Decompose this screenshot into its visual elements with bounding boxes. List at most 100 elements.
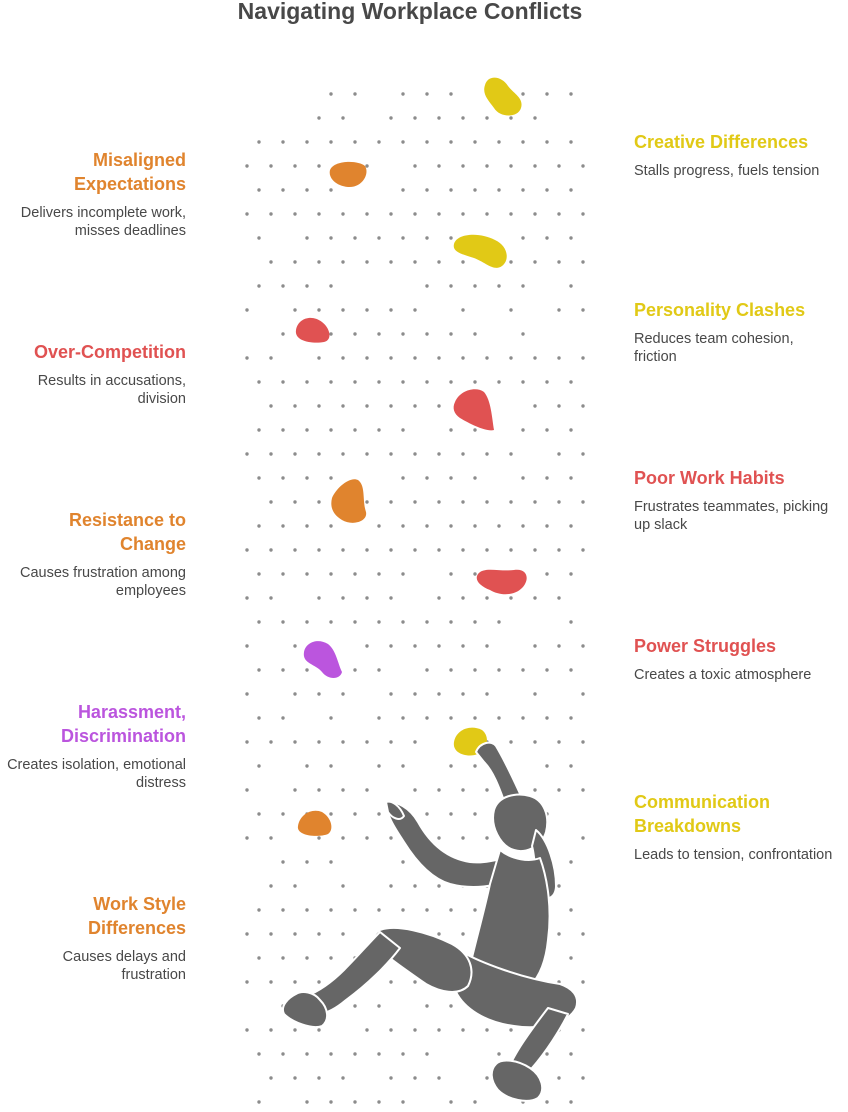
peg-dot [341, 548, 345, 552]
peg-dot [533, 116, 537, 120]
peg-dot [269, 164, 273, 168]
peg-dot [449, 1004, 453, 1008]
peg-dot [545, 524, 549, 528]
peg-dot [461, 164, 465, 168]
peg-dot [257, 428, 261, 432]
peg-dot [509, 548, 513, 552]
peg-dot [269, 452, 273, 456]
peg-dot [401, 572, 405, 576]
conflict-personality-clashes: Personality Clashes Reduces team cohesio… [634, 298, 834, 366]
peg-dot [581, 212, 585, 216]
item-description: Creates a toxic atmosphere [634, 667, 812, 683]
item-description: Leads to tension, confrontation [634, 847, 833, 863]
peg-dot [425, 380, 429, 384]
peg-dot [293, 500, 297, 504]
peg-dot [401, 716, 405, 720]
peg-dot [365, 1028, 369, 1032]
peg-dot [413, 740, 417, 744]
conflict-work-style-differences: Work Style Differences Causes delays and… [0, 892, 186, 984]
peg-dot [485, 548, 489, 552]
peg-dot [341, 596, 345, 600]
peg-dot [581, 548, 585, 552]
peg-dot [245, 692, 249, 696]
peg-dot [485, 116, 489, 120]
peg-dot [389, 500, 393, 504]
peg-dot [389, 836, 393, 840]
peg-dot [497, 188, 501, 192]
peg-dot [377, 332, 381, 336]
peg-dot [245, 308, 249, 312]
peg-dot [305, 428, 309, 432]
peg-dot [521, 92, 525, 96]
peg-dot [329, 380, 333, 384]
peg-dot [581, 932, 585, 936]
peg-dot [425, 92, 429, 96]
peg-dot [293, 644, 297, 648]
peg-dot [269, 548, 273, 552]
peg-dot [353, 140, 357, 144]
peg-dot [557, 404, 561, 408]
peg-dot [437, 500, 441, 504]
peg-dot [485, 596, 489, 600]
peg-dot [269, 1076, 273, 1080]
peg-dot [413, 164, 417, 168]
peg-dot [281, 812, 285, 816]
peg-dot [437, 404, 441, 408]
peg-dot [449, 140, 453, 144]
peg-dot [329, 524, 333, 528]
peg-dot [401, 620, 405, 624]
peg-dot [245, 644, 249, 648]
conflict-misaligned-expectations: Misaligned Expectations Delivers incompl… [0, 148, 186, 240]
peg-dot [497, 1052, 501, 1056]
peg-dot [257, 716, 261, 720]
peg-dot [413, 356, 417, 360]
peg-dot [365, 212, 369, 216]
peg-dot [353, 1004, 357, 1008]
peg-dot [413, 788, 417, 792]
peg-dot [341, 1076, 345, 1080]
peg-dot [245, 212, 249, 216]
peg-dot [401, 188, 405, 192]
peg-dot [473, 524, 477, 528]
peg-dot [377, 524, 381, 528]
peg-dot [437, 260, 441, 264]
peg-dot [533, 212, 537, 216]
peg-dot [545, 428, 549, 432]
conflict-power-struggles: Power Struggles Creates a toxic atmosphe… [634, 634, 834, 684]
peg-dot [401, 332, 405, 336]
peg-dot [425, 236, 429, 240]
peg-dot [449, 572, 453, 576]
peg-dot [389, 884, 393, 888]
peg-dot [557, 788, 561, 792]
peg-dot [269, 980, 273, 984]
peg-dot [425, 1004, 429, 1008]
peg-dot [281, 572, 285, 576]
item-title: Harassment, Discrimination [60, 702, 186, 746]
peg-dot [569, 428, 573, 432]
peg-dot [257, 908, 261, 912]
peg-dot [281, 1052, 285, 1056]
hold-purple [303, 641, 342, 678]
peg-dot [473, 716, 477, 720]
peg-dot [557, 164, 561, 168]
peg-dot [413, 548, 417, 552]
peg-dot [437, 116, 441, 120]
peg-dot [329, 572, 333, 576]
peg-dot [569, 476, 573, 480]
peg-dot [365, 452, 369, 456]
peg-dot [329, 908, 333, 912]
peg-dot [461, 452, 465, 456]
peg-dot [581, 308, 585, 312]
peg-dot [449, 92, 453, 96]
peg-dot [389, 212, 393, 216]
peg-dot [329, 188, 333, 192]
peg-dot [389, 548, 393, 552]
peg-dot [581, 644, 585, 648]
peg-dot [509, 308, 513, 312]
peg-dot [569, 908, 573, 912]
peg-dot [461, 596, 465, 600]
peg-dot [281, 140, 285, 144]
conflict-communication-breakdowns: Communication Breakdowns Leads to tensio… [634, 790, 834, 864]
peg-dot [521, 476, 525, 480]
peg-dot [329, 716, 333, 720]
